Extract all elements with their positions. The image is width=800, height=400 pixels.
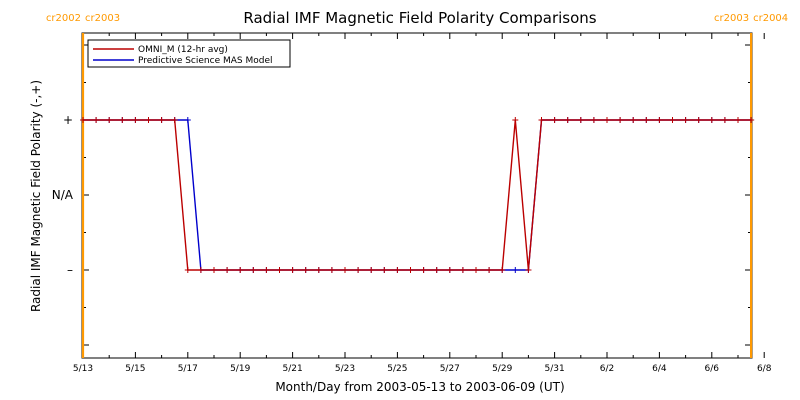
data-point — [342, 267, 348, 273]
data-point — [735, 117, 741, 123]
data-point — [381, 267, 388, 273]
data-point — [525, 267, 532, 273]
x-tick-label: 5/27 — [440, 364, 460, 374]
x-tick-label: 6/6 — [705, 364, 720, 374]
data-point — [276, 267, 283, 273]
data-point — [630, 117, 637, 123]
rotation-markers: cr2002 cr2003 cr2003 cr2004 — [46, 13, 788, 358]
data-point — [669, 117, 676, 123]
data-point — [708, 117, 715, 123]
data-point — [80, 117, 86, 123]
data-point — [459, 267, 466, 273]
rotation-label-after: cr2003 — [85, 13, 120, 24]
data-point — [328, 267, 335, 273]
data-point — [145, 117, 152, 123]
data-point — [368, 267, 375, 273]
data-point — [315, 267, 322, 273]
data-point — [355, 267, 362, 273]
data-point — [512, 267, 519, 273]
data-point — [197, 267, 204, 273]
data-point — [119, 117, 126, 123]
data-point — [538, 117, 545, 123]
x-tick-label: 5/21 — [282, 364, 302, 374]
x-tick-label: 5/23 — [335, 364, 355, 374]
data-point — [446, 267, 453, 273]
legend-label-mas: Predictive Science MAS Model — [138, 56, 273, 66]
series-line — [83, 119, 752, 271]
data-point — [394, 267, 401, 273]
data-point — [237, 267, 244, 273]
data-point — [473, 267, 479, 273]
data-point — [263, 267, 270, 273]
x-tick-label: 5/31 — [544, 364, 564, 374]
y-axis-title: Radial IMF Magnetic Field Polarity (-,+) — [29, 80, 43, 312]
data-point — [184, 267, 191, 273]
x-tick-label: 5/17 — [178, 364, 198, 374]
data-point — [564, 117, 571, 123]
data-point — [93, 117, 100, 123]
rotation-label-after: cr2004 — [753, 13, 788, 24]
y-tick-label: + — [63, 113, 73, 127]
data-point — [302, 267, 309, 273]
x-tick-label: 6/4 — [652, 364, 667, 374]
data-point — [604, 117, 610, 123]
series-layer — [80, 117, 755, 273]
x-tick-label: 5/25 — [387, 364, 407, 374]
data-point — [682, 117, 689, 123]
data-point — [184, 117, 191, 123]
x-tick-label: 5/29 — [492, 364, 512, 374]
plot-frame — [81, 32, 753, 359]
data-point — [158, 117, 165, 123]
series-omni — [80, 117, 755, 273]
x-tick-label: 6/2 — [600, 364, 614, 374]
data-point — [590, 117, 597, 123]
data-point — [512, 117, 519, 123]
legend-label-omni: OMNI_M (12-hr avg) — [138, 45, 228, 55]
data-point — [617, 117, 624, 123]
rotation-label-before: cr2003 — [714, 13, 749, 24]
series-line — [83, 119, 752, 271]
data-point — [171, 117, 178, 123]
y-tick-label: – — [67, 263, 73, 277]
data-point — [407, 267, 414, 273]
data-point — [106, 117, 113, 123]
data-point — [433, 267, 440, 273]
data-point — [420, 267, 427, 273]
x-tick-label: 5/15 — [125, 364, 145, 374]
data-point — [224, 267, 231, 273]
legend: OMNI_M (12-hr avg) Predictive Science MA… — [87, 39, 291, 68]
data-point — [551, 117, 558, 123]
data-point — [211, 267, 217, 273]
data-point — [486, 267, 493, 273]
data-point — [289, 267, 296, 273]
data-point — [499, 267, 506, 273]
data-point — [250, 267, 257, 273]
x-axis-title: Month/Day from 2003-05-13 to 2003-06-09 … — [275, 380, 564, 394]
x-tick-label: 6/8 — [757, 364, 772, 374]
data-point — [748, 117, 755, 123]
data-point — [577, 117, 584, 123]
x-tick-label: 5/19 — [230, 364, 250, 374]
data-point — [695, 117, 702, 123]
chart-title: Radial IMF Magnetic Field Polarity Compa… — [243, 9, 596, 27]
data-point — [656, 117, 663, 123]
data-point — [643, 117, 650, 123]
x-tick-label: 5/13 — [73, 364, 93, 374]
data-point — [132, 117, 139, 123]
rotation-label-before: cr2002 — [46, 13, 81, 24]
data-point — [721, 117, 728, 123]
legend-box — [87, 39, 291, 68]
y-tick-label: N/A — [52, 188, 74, 202]
axis-ticks: 5/13 5/15 5/17 5/19 5/21 5/23 5/25 5/27 5/29 5/31… — [52, 33, 772, 374]
